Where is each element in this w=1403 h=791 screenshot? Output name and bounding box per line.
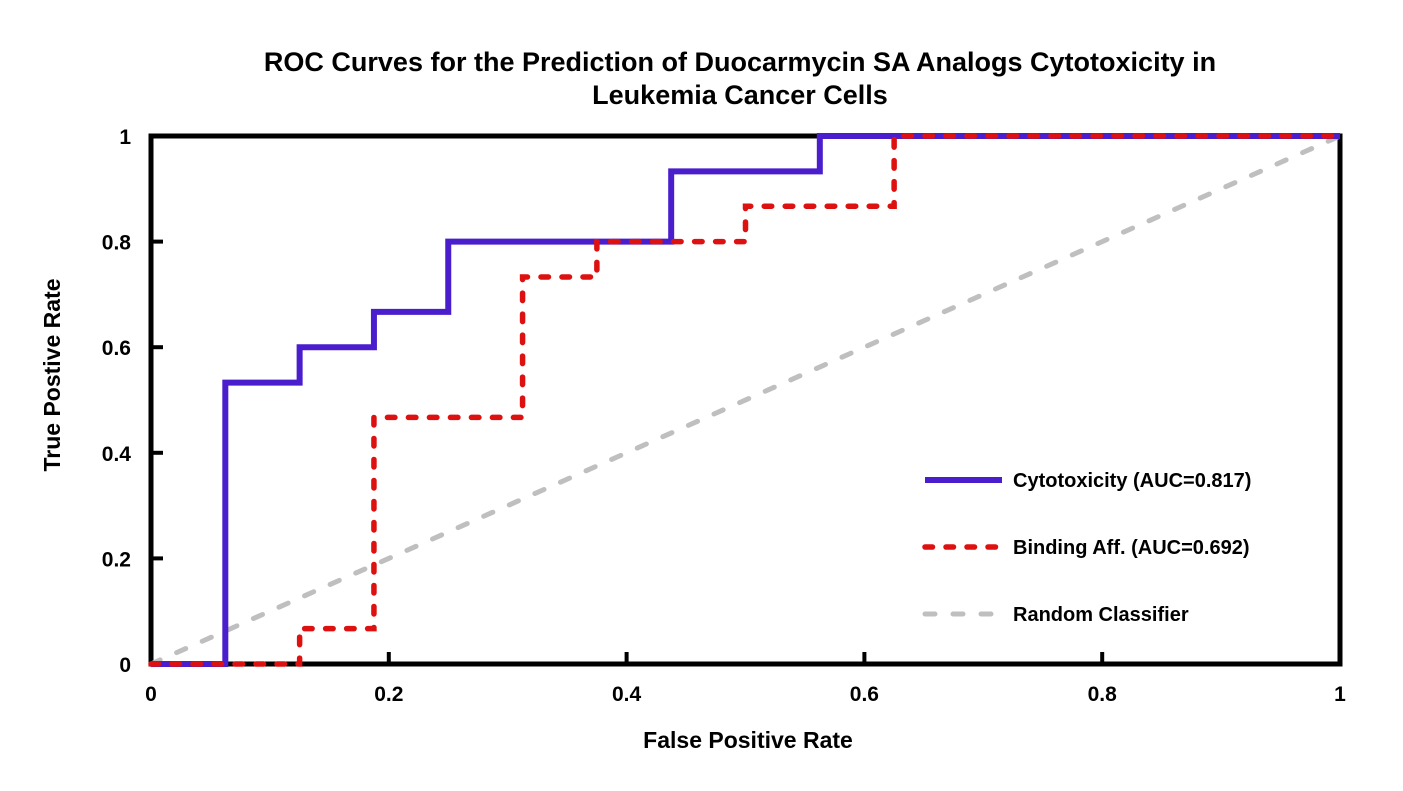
legend: Cytotoxicity (AUC=0.817) Binding Aff. (AU… <box>922 470 1251 626</box>
y-tick-label: 0.8 <box>102 232 132 255</box>
x-tick-label: 0.6 <box>850 683 879 706</box>
plot-area: 0 0.2 0.4 0.6 0.8 1 0 0.2 0.4 0.6 0.8 1 <box>102 126 1346 706</box>
series-line-random-classifier <box>148 133 1343 667</box>
legend-label-random-classifier: Random Classifier <box>1013 604 1189 626</box>
legend-item-cytotoxicity: Cytotoxicity (AUC=0.817) <box>925 470 1251 492</box>
chart-title-line2: Leukemia Cancer Cells <box>592 80 888 110</box>
x-tick-label: 0.2 <box>374 683 403 706</box>
series-line-cytotoxicity <box>151 133 1340 667</box>
legend-item-random-classifier: Random Classifier <box>922 604 1189 626</box>
x-tick-label: 0.8 <box>1088 683 1118 706</box>
chart-title-line1: ROC Curves for the Prediction of Duocarm… <box>264 47 1216 77</box>
y-tick-label: 1 <box>119 126 131 149</box>
series-line-binding-aff <box>148 133 1343 667</box>
y-tick-label: 0.2 <box>102 548 131 571</box>
x-tick-label: 0 <box>145 683 157 706</box>
x-tick-label: 1 <box>1334 683 1346 706</box>
legend-label-cytotoxicity: Cytotoxicity (AUC=0.817) <box>1013 470 1251 492</box>
y-tick-label: 0 <box>119 654 131 677</box>
legend-label-binding-aff: Binding Aff. (AUC=0.692) <box>1013 537 1250 559</box>
plot-border <box>148 133 1343 667</box>
y-tick-label: 0.6 <box>102 337 131 360</box>
y-tick-label: 0.4 <box>102 443 132 466</box>
legend-item-binding-aff: Binding Aff. (AUC=0.692) <box>922 537 1250 559</box>
y-axis-title: True Postive Rate <box>39 278 65 471</box>
x-axis-title: False Positive Rate <box>643 727 853 753</box>
x-tick-label: 0.4 <box>612 683 642 706</box>
